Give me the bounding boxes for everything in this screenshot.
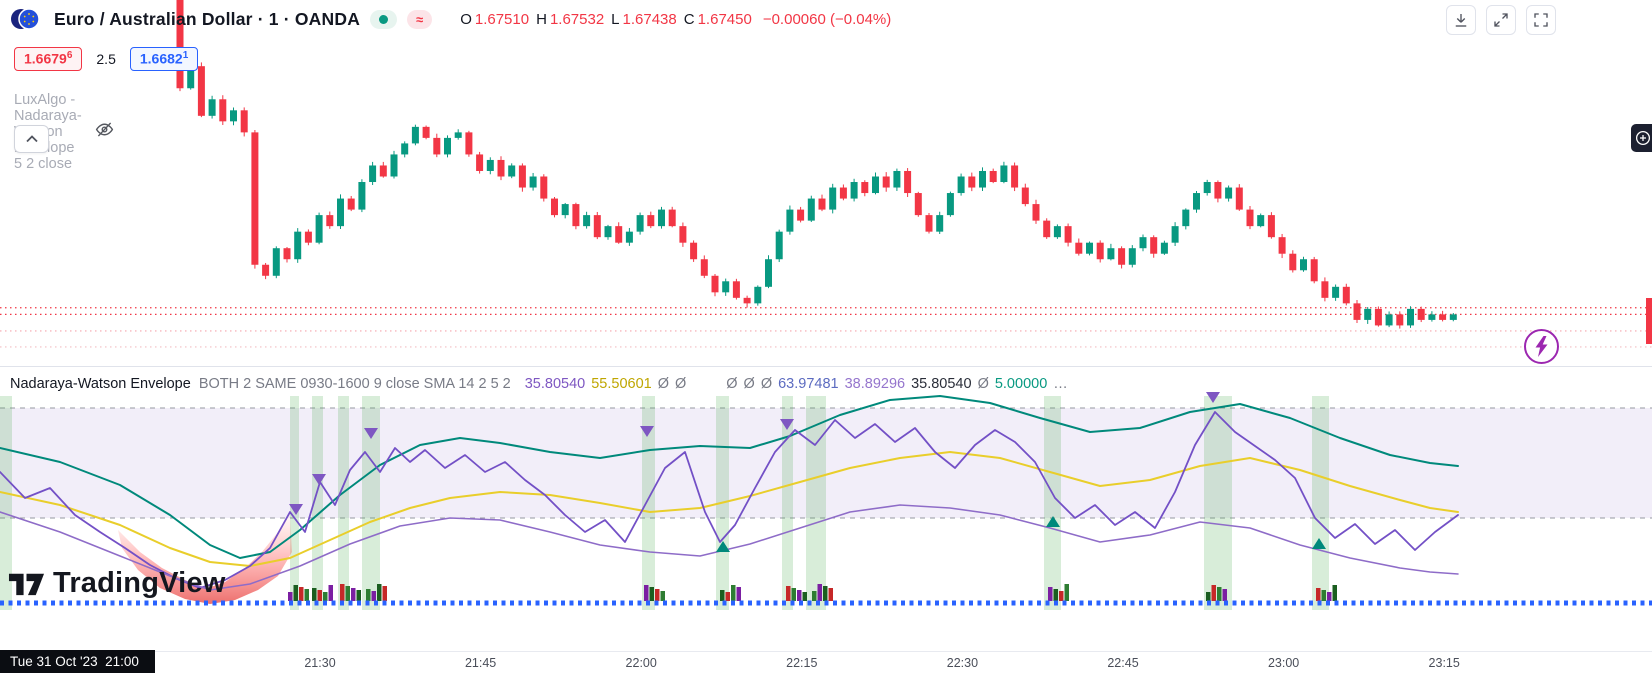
high-label: H <box>536 10 547 28</box>
indicator-value: 35.80540 <box>524 376 586 392</box>
eye-off-icon[interactable] <box>94 119 115 145</box>
indicator-title: Nadaraya-Watson Envelope <box>10 376 191 392</box>
lightning-bolt-icon <box>1535 336 1548 357</box>
indicator-value: 5.00000 <box>994 376 1048 392</box>
market-open-dot-icon <box>379 14 389 24</box>
open-label: O <box>460 10 472 28</box>
buy-price-sup: 1 <box>182 50 189 61</box>
maximize-button[interactable] <box>1486 5 1516 35</box>
indicator-pane[interactable] <box>0 392 1652 610</box>
spread-value: 2.5 <box>96 50 116 67</box>
buy-price-main: 1.6682 <box>139 50 183 67</box>
add-to-right-edge-button[interactable] <box>1631 124 1652 152</box>
market-status-pill[interactable] <box>370 9 398 29</box>
indicator-value: Ø <box>726 376 738 392</box>
collapse-legend-button[interactable] <box>14 125 49 153</box>
low-value: 1.67438 <box>622 10 677 28</box>
time-axis-label: 23:15 <box>1428 656 1460 670</box>
indicator-value: Ø <box>760 376 773 392</box>
low-label: L <box>611 10 620 28</box>
time-axis-label: 22:30 <box>946 656 979 670</box>
close-label: C <box>683 10 695 28</box>
download-button[interactable] <box>1446 5 1476 35</box>
time-axis-label: 23:00 <box>1267 656 1300 670</box>
pane-divider[interactable] <box>0 366 1652 367</box>
buy-price-button[interactable]: 1.66821 <box>129 47 199 71</box>
tradingview-logo-icon <box>8 573 45 596</box>
sell-price-sup: 6 <box>66 50 73 61</box>
time-tooltip: Tue 31 Oct '23 21:00 <box>0 650 155 673</box>
time-axis-label: 21:45 <box>464 656 497 670</box>
sell-price-button[interactable]: 1.66796 <box>14 47 83 71</box>
fullscreen-button[interactable] <box>1526 5 1556 35</box>
indicator-status-line[interactable]: Nadaraya-Watson Envelope BOTH 2 SAME 093… <box>10 376 1068 392</box>
indicator-value: 38.89296 <box>844 376 906 392</box>
symbol-pair-logo <box>10 6 44 32</box>
symbol-title[interactable]: Euro / Australian Dollar · 1 · OANDA <box>54 8 361 29</box>
tradingview-watermark-text: TradingView <box>53 567 226 599</box>
indicator-value: Ø <box>674 376 687 392</box>
main-price-pane[interactable] <box>0 0 1652 348</box>
time-axis[interactable]: 21:30 21:45 22:00 22:15 22:30 22:45 23:00 23:15 <box>0 656 1652 673</box>
chevron-up-icon <box>25 135 38 143</box>
indicator-value: Ø <box>977 376 989 392</box>
indicator-value: Ø <box>743 376 755 392</box>
time-axis-label: 22:45 <box>1107 656 1139 670</box>
high-value: 1.67532 <box>549 10 605 28</box>
change-value: −0.00060 (−0.04%) <box>762 10 892 28</box>
maximize-icon <box>1494 13 1508 27</box>
download-icon <box>1455 14 1467 27</box>
time-axis-label: 21:30 <box>304 656 336 670</box>
instant-order-lightning-button[interactable] <box>1524 329 1559 364</box>
indicator-value: 55.50601 <box>591 376 652 392</box>
time-axis-label: 22:00 <box>625 656 657 670</box>
indicator-values: 35.80540 55.50601 Ø Ø Ø Ø Ø 63.97481 38.89296 35.… <box>519 376 1068 392</box>
sell-price-main: 1.6679 <box>24 50 67 67</box>
open-value: 1.67510 <box>474 10 530 28</box>
time-axis-divider <box>0 651 1652 652</box>
circle-plus-icon <box>1635 130 1651 146</box>
indicator-value: 35.80540 <box>911 376 972 392</box>
delayed-data-pill[interactable]: ≈ <box>407 9 433 29</box>
tradingview-watermark[interactable]: TradingView <box>8 567 226 600</box>
indicator-params: BOTH 2 SAME 0930-1600 9 close SMA 14 2 5… <box>198 376 511 392</box>
time-axis-label: 22:15 <box>786 656 818 670</box>
indicator-value: 63.97481 <box>778 376 839 392</box>
close-value: 1.67450 <box>697 10 752 28</box>
symbol-row: Euro / Australian Dollar · 1 · OANDA ≈ O… <box>10 6 891 32</box>
chart-toolbar-right <box>1446 5 1556 35</box>
bid-ask-row: 1.66796 2.5 1.66821 <box>14 47 199 71</box>
indicator-value: Ø <box>657 376 669 392</box>
ohlc-legend: O 1.67510 H 1.67532 L 1.67438 C 1.67450 … <box>460 11 891 28</box>
fullscreen-icon <box>1534 13 1548 27</box>
indicator-value: … <box>1053 376 1068 392</box>
